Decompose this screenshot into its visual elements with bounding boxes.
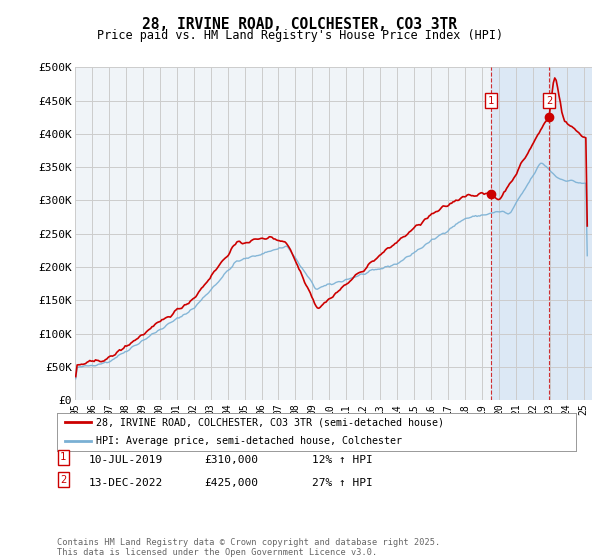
Text: 28, IRVINE ROAD, COLCHESTER, CO3 3TR (semi-detached house): 28, IRVINE ROAD, COLCHESTER, CO3 3TR (se… bbox=[96, 417, 444, 427]
Text: 1: 1 bbox=[60, 452, 66, 463]
Text: 1: 1 bbox=[488, 96, 494, 105]
Text: 12% ↑ HPI: 12% ↑ HPI bbox=[312, 455, 373, 465]
Text: HPI: Average price, semi-detached house, Colchester: HPI: Average price, semi-detached house,… bbox=[96, 436, 402, 446]
Text: 2: 2 bbox=[546, 96, 552, 105]
Text: 28, IRVINE ROAD, COLCHESTER, CO3 3TR: 28, IRVINE ROAD, COLCHESTER, CO3 3TR bbox=[143, 17, 458, 32]
Text: £310,000: £310,000 bbox=[204, 455, 258, 465]
Text: Contains HM Land Registry data © Crown copyright and database right 2025.
This d: Contains HM Land Registry data © Crown c… bbox=[57, 538, 440, 557]
Text: 13-DEC-2022: 13-DEC-2022 bbox=[89, 478, 163, 488]
Text: Price paid vs. HM Land Registry's House Price Index (HPI): Price paid vs. HM Land Registry's House … bbox=[97, 29, 503, 42]
Bar bbox=[491, 67, 600, 400]
Text: £425,000: £425,000 bbox=[204, 478, 258, 488]
Text: 27% ↑ HPI: 27% ↑ HPI bbox=[312, 478, 373, 488]
Text: 10-JUL-2019: 10-JUL-2019 bbox=[89, 455, 163, 465]
Text: 2: 2 bbox=[60, 475, 66, 485]
